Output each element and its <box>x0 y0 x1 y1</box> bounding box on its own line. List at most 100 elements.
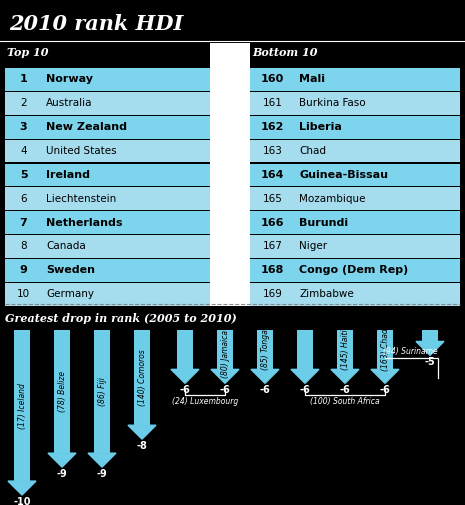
Text: Greatest drop in rank (2005 to 2010): Greatest drop in rank (2005 to 2010) <box>5 313 237 324</box>
Text: 168: 168 <box>261 265 284 275</box>
Bar <box>5 140 42 163</box>
Text: 2: 2 <box>20 98 27 109</box>
Bar <box>5 235 42 258</box>
Bar <box>250 164 295 186</box>
Text: Australia: Australia <box>46 98 93 109</box>
Text: (94) Suriname: (94) Suriname <box>383 347 438 357</box>
Bar <box>5 187 42 210</box>
Text: (78) Belize: (78) Belize <box>58 371 66 413</box>
Polygon shape <box>171 369 199 383</box>
Text: -6: -6 <box>219 385 230 395</box>
Text: -6: -6 <box>299 385 310 395</box>
Bar <box>42 164 210 186</box>
Text: (86) Fiji: (86) Fiji <box>98 377 106 406</box>
Text: 164: 164 <box>261 170 284 180</box>
Bar <box>217 330 233 369</box>
Bar <box>295 259 460 282</box>
Text: Germany: Germany <box>46 289 94 299</box>
Bar <box>295 68 460 91</box>
Bar <box>94 330 110 453</box>
Text: 165: 165 <box>263 194 282 204</box>
Text: 1: 1 <box>20 74 27 84</box>
Text: 161: 161 <box>263 98 282 109</box>
Bar <box>134 330 150 425</box>
Bar <box>250 259 295 282</box>
Polygon shape <box>88 453 116 467</box>
Bar <box>42 68 210 91</box>
Polygon shape <box>128 425 156 439</box>
Text: -8: -8 <box>137 441 147 451</box>
Bar <box>177 330 193 369</box>
Text: (145) Haiti: (145) Haiti <box>340 330 350 370</box>
Bar <box>250 187 295 210</box>
Bar <box>295 92 460 115</box>
Bar <box>250 68 295 91</box>
Text: 160: 160 <box>261 74 284 84</box>
Text: 2010 rank HDI: 2010 rank HDI <box>9 14 184 34</box>
Text: 6: 6 <box>20 194 27 204</box>
Text: (100) South Africa: (100) South Africa <box>310 397 380 407</box>
Bar <box>257 330 273 369</box>
Text: 162: 162 <box>261 122 284 132</box>
Bar <box>42 140 210 163</box>
Text: 163: 163 <box>263 146 282 156</box>
Bar <box>295 283 460 306</box>
Text: 9: 9 <box>20 265 27 275</box>
Text: -9: -9 <box>57 469 67 479</box>
Bar <box>42 92 210 115</box>
Bar <box>377 330 393 369</box>
Bar <box>5 283 42 306</box>
Text: 5: 5 <box>20 170 27 180</box>
Bar <box>250 116 295 138</box>
Bar <box>337 330 353 369</box>
Text: (24) Luxembourg: (24) Luxembourg <box>172 397 238 407</box>
Bar <box>250 92 295 115</box>
Bar <box>295 187 460 210</box>
Bar <box>42 211 210 234</box>
Bar <box>14 330 30 481</box>
Bar <box>5 164 42 186</box>
Text: 3: 3 <box>20 122 27 132</box>
Bar <box>295 235 460 258</box>
Polygon shape <box>211 369 239 383</box>
Text: 8: 8 <box>20 241 27 251</box>
Text: Liechtenstein: Liechtenstein <box>46 194 116 204</box>
Text: Sweden: Sweden <box>46 265 95 275</box>
Text: -6: -6 <box>179 385 190 395</box>
Bar <box>250 211 295 234</box>
Polygon shape <box>8 481 36 495</box>
Text: Mali: Mali <box>299 74 325 84</box>
Polygon shape <box>416 341 444 356</box>
Text: Bottom 10: Bottom 10 <box>252 47 318 58</box>
Text: Congo (Dem Rep): Congo (Dem Rep) <box>299 265 408 275</box>
Bar <box>295 164 460 186</box>
Text: United States: United States <box>46 146 117 156</box>
Bar <box>5 68 42 91</box>
Bar <box>295 211 460 234</box>
Text: Canada: Canada <box>46 241 86 251</box>
Bar <box>42 235 210 258</box>
Bar <box>250 283 295 306</box>
Text: Burkina Faso: Burkina Faso <box>299 98 365 109</box>
Bar <box>295 116 460 138</box>
Bar <box>422 330 438 341</box>
Bar <box>42 116 210 138</box>
Text: -9: -9 <box>97 469 107 479</box>
Bar <box>5 92 42 115</box>
Bar <box>210 43 250 306</box>
Bar <box>42 259 210 282</box>
Bar <box>42 283 210 306</box>
Text: Niger: Niger <box>299 241 327 251</box>
Polygon shape <box>291 369 319 383</box>
Polygon shape <box>371 369 399 383</box>
Text: -6: -6 <box>379 385 391 395</box>
Text: (85) Tonga: (85) Tonga <box>260 330 270 370</box>
Polygon shape <box>48 453 76 467</box>
Text: (163) Chad: (163) Chad <box>380 329 390 371</box>
Polygon shape <box>331 369 359 383</box>
Text: 167: 167 <box>263 241 282 251</box>
Text: Chad: Chad <box>299 146 326 156</box>
Text: Guinea-Bissau: Guinea-Bissau <box>299 170 388 180</box>
Bar <box>297 330 313 369</box>
Bar <box>5 116 42 138</box>
